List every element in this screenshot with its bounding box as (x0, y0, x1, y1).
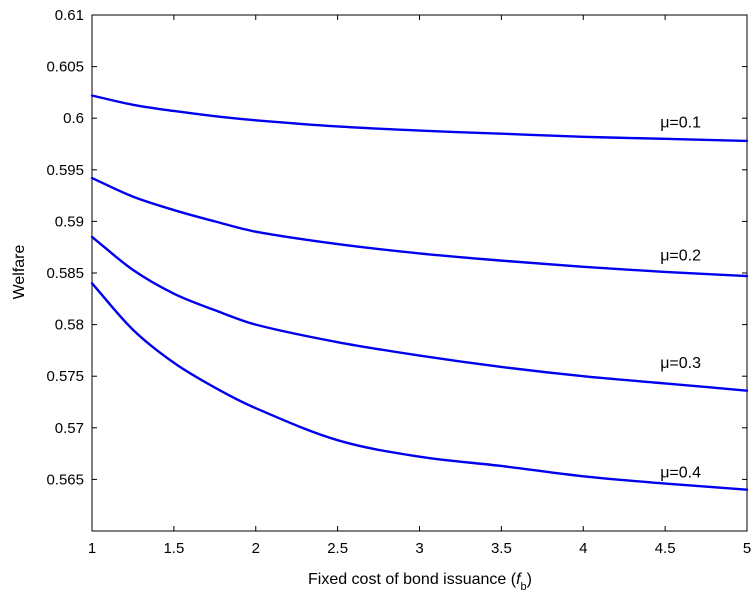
y-tick-label: 0.575 (46, 368, 84, 385)
series-label-4: μ=0.4 (660, 464, 701, 481)
x-axis-label-text: Fixed cost of bond issuance ( (308, 571, 517, 588)
y-tick-label: 0.605 (46, 59, 84, 76)
y-tick-label: 0.565 (46, 471, 84, 488)
y-axis-label: Welfare (11, 244, 28, 299)
y-tick-label: 0.585 (46, 265, 84, 282)
x-tick-label: 4.5 (655, 540, 676, 557)
series-line-4 (90, 282, 749, 491)
y-tick-label: 0.57 (55, 420, 84, 437)
series-line-3 (90, 235, 749, 392)
x-axis-label-subscript: b (521, 581, 527, 592)
x-tick-label: 1.5 (163, 540, 184, 557)
series-label-3: μ=0.3 (660, 355, 701, 372)
y-tick-label: 0.61 (55, 7, 84, 24)
x-tick-label: 2.5 (327, 540, 348, 557)
x-tick-label: 4 (579, 540, 587, 557)
x-tick-label: 2 (252, 540, 260, 557)
x-tick-label: 3 (415, 540, 423, 557)
x-axis-label-symbol: f (516, 571, 522, 588)
y-tick-label: 0.59 (55, 213, 84, 230)
y-tick-label: 0.595 (46, 162, 84, 179)
series-line-1 (90, 94, 749, 143)
x-tick-label: 5 (743, 540, 751, 557)
x-tick-label: 3.5 (491, 540, 512, 557)
x-axis-label: Fixed cost of bond issuance (fb) (308, 571, 532, 592)
x-axis-label-suffix: ) (527, 571, 532, 588)
x-tick-label: 1 (88, 540, 96, 557)
series-label-1: μ=0.1 (660, 114, 701, 131)
y-tick-label: 0.58 (55, 317, 84, 334)
series-line-2 (90, 176, 749, 278)
y-tick-label: 0.6 (63, 110, 84, 127)
series-label-2: μ=0.2 (660, 248, 701, 265)
